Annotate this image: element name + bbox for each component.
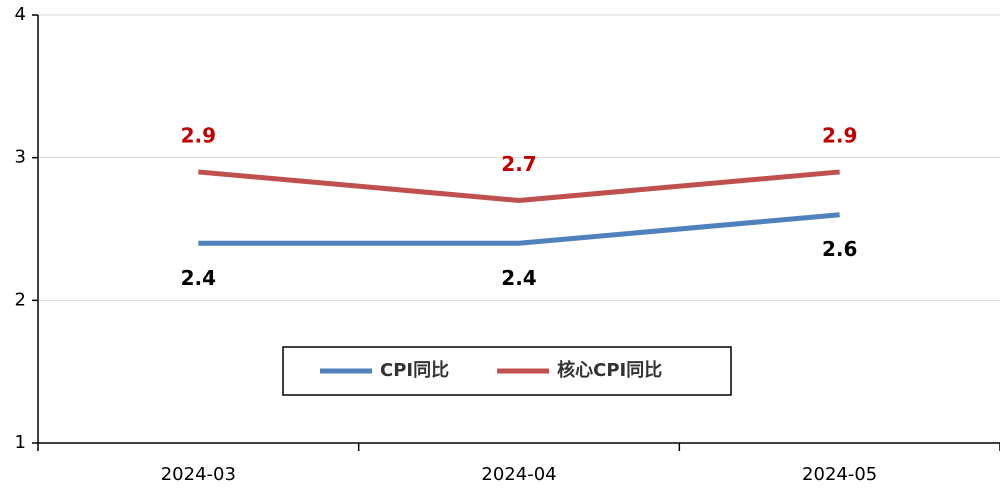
y-tick-label: 2: [15, 289, 26, 310]
x-tick-label: 2024-04: [481, 464, 556, 485]
legend-label: 核心CPI同比: [557, 359, 662, 381]
legend-label: CPI同比: [380, 360, 449, 381]
data-label: 2.9: [822, 123, 857, 147]
y-tick-label: 4: [15, 4, 26, 25]
y-tick-label: 3: [15, 147, 26, 168]
line: [198, 212, 840, 246]
line: [198, 169, 840, 203]
data-label: 2.4: [501, 266, 536, 290]
y-tick-label: 1: [15, 432, 26, 453]
legend: CPI同比 核心CPI同比: [282, 346, 732, 396]
x-tick-label: 2024-03: [161, 464, 236, 485]
data-label: 2.7: [501, 152, 536, 176]
data-label: 2.9: [181, 123, 216, 147]
data-label: 2.4: [181, 266, 216, 290]
x-tick-label: 2024-05: [802, 464, 877, 485]
data-label: 2.6: [822, 237, 857, 261]
